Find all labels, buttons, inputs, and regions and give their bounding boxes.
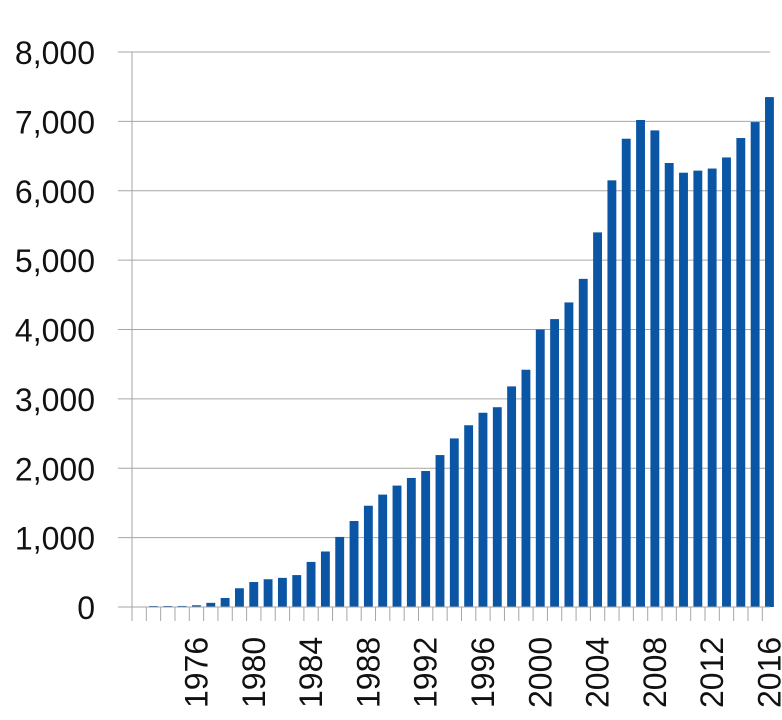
x-tick-label: 1988 xyxy=(350,637,386,708)
bar-2005 xyxy=(607,180,617,607)
y-tick-label: 6,000 xyxy=(15,174,95,210)
x-tick-label: 1996 xyxy=(465,637,501,708)
bar-2015 xyxy=(750,122,760,607)
y-tick-label: 5,000 xyxy=(15,243,95,279)
y-tick-label: 2,000 xyxy=(15,451,95,487)
bar-1977 xyxy=(206,602,216,607)
x-tick-label: 1992 xyxy=(408,637,444,708)
bar-1989 xyxy=(378,494,388,607)
x-tick-label: 1984 xyxy=(293,637,329,708)
bar-2000 xyxy=(535,329,545,607)
y-tick-label: 0 xyxy=(77,590,95,626)
bar-1998 xyxy=(507,386,517,607)
bar-1986 xyxy=(335,536,345,607)
bar-1991 xyxy=(406,477,416,607)
bar-1976 xyxy=(192,605,201,607)
bar-2001 xyxy=(550,319,560,607)
x-tick-label: 2016 xyxy=(751,637,782,708)
bars xyxy=(149,97,774,608)
y-tick-label: 4,000 xyxy=(15,313,95,349)
x-tick-label: 2008 xyxy=(637,637,673,708)
bar-1975 xyxy=(177,605,187,607)
bar-2008 xyxy=(650,130,660,607)
y-tick-label: 7,000 xyxy=(15,104,95,140)
x-tick-label: 2012 xyxy=(694,637,730,708)
gridlines xyxy=(118,51,770,539)
bar-1980 xyxy=(249,582,259,607)
bar-1981 xyxy=(263,579,273,607)
y-axis-tick-labels: 0 1,000 2,000 3,000 4,000 5,000 6,000 7,000 8,00… xyxy=(15,35,95,626)
bar-1988 xyxy=(363,505,373,607)
bar-2016 xyxy=(765,97,774,607)
bar-2010 xyxy=(679,172,688,607)
bar-1987 xyxy=(349,520,359,607)
bar-2006 xyxy=(621,138,631,607)
x-axis xyxy=(118,52,770,621)
bar-2009 xyxy=(664,163,674,607)
y-tick-label: 8,000 xyxy=(15,35,95,71)
x-tick-label: 2000 xyxy=(522,637,558,708)
y-tick-label: 1,000 xyxy=(15,521,95,557)
bar-2002 xyxy=(564,302,574,607)
bar-1999 xyxy=(521,369,531,607)
bar-1995 xyxy=(464,425,474,607)
x-tick-label: 2004 xyxy=(580,637,616,708)
bar-1992 xyxy=(421,471,431,607)
x-tick-label: 1980 xyxy=(236,637,272,708)
bar-1983 xyxy=(292,575,302,607)
bar-1985 xyxy=(320,551,330,607)
bar-1984 xyxy=(306,561,316,607)
bar-1996 xyxy=(478,412,488,607)
bar-1978 xyxy=(220,597,230,607)
bar-1982 xyxy=(277,577,287,607)
bar-2011 xyxy=(693,170,703,607)
bar-1990 xyxy=(392,485,402,607)
bar-1994 xyxy=(449,438,459,607)
bar-1979 xyxy=(235,588,244,607)
bar-1997 xyxy=(492,407,502,607)
y-tick-label: 3,000 xyxy=(15,382,95,418)
x-tick-label: 1976 xyxy=(178,637,214,708)
bar-2014 xyxy=(736,138,746,607)
bar-2007 xyxy=(636,119,645,608)
bar-1993 xyxy=(435,455,445,607)
bar-2003 xyxy=(578,278,588,607)
bar-2013 xyxy=(722,157,731,607)
x-axis-tick-labels: 1976 1980 1984 1988 1992 1996 2000 2004 2008 2012… xyxy=(178,637,782,708)
bar-2004 xyxy=(593,232,602,608)
bar-2012 xyxy=(707,168,717,608)
